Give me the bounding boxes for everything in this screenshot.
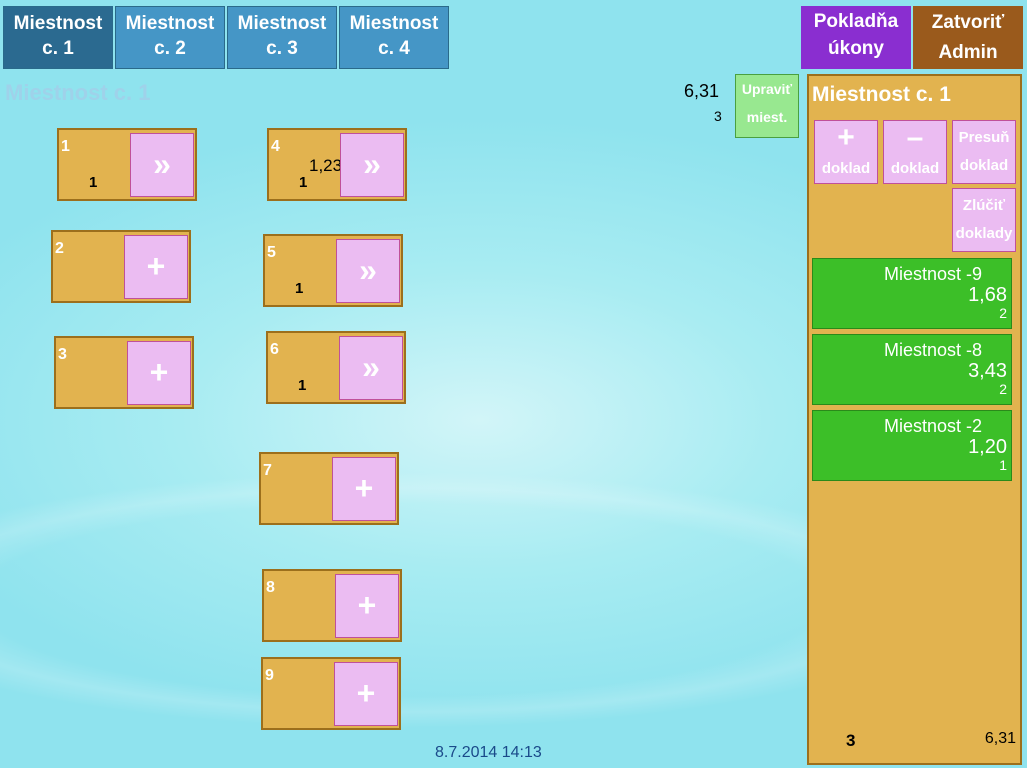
table-count: 1 (295, 280, 304, 297)
plus-icon: + (146, 248, 166, 284)
panel-title: Miestnost c. 1 (812, 83, 951, 106)
table-5[interactable]: 5 1 » (263, 234, 403, 307)
table-action-button[interactable]: » (339, 336, 403, 400)
button-label: Admin (938, 42, 998, 63)
table-number: 3 (58, 346, 67, 363)
table-count: 1 (298, 377, 307, 394)
tab-label: Miestnost (349, 13, 439, 34)
button-label: doklad (821, 160, 871, 177)
table-7[interactable]: 7 + (259, 452, 399, 525)
room-panel: Miestnost c. 1 + doklad – doklad Presuň dok… (807, 74, 1022, 765)
table-action-button[interactable]: + (335, 574, 399, 638)
table-action-button[interactable]: + (332, 457, 396, 521)
table-number: 4 (271, 138, 280, 155)
order-name: Miestnost -8 (883, 340, 982, 360)
open-icon: » (362, 349, 380, 385)
order-sum: 3,43 (968, 360, 1007, 382)
button-label: Pokladňa (813, 11, 899, 32)
order-item[interactable]: Miestnost -9 1,68 2 (812, 258, 1012, 329)
table-action-button[interactable]: » (130, 133, 194, 197)
table-number: 7 (263, 462, 272, 479)
tab-label: c. 2 (154, 38, 186, 59)
table-number: 5 (267, 244, 276, 261)
button-label: Zlúčiť (962, 197, 1006, 214)
open-icon: » (363, 146, 381, 182)
tab-room-3[interactable]: Miestnost c. 3 (227, 6, 337, 69)
table-action-button[interactable]: + (124, 235, 188, 299)
table-9[interactable]: 9 + (261, 657, 401, 730)
button-label: Presuň (958, 129, 1010, 146)
plus-icon: + (149, 354, 169, 390)
table-number: 2 (55, 240, 64, 257)
order-count: 2 (999, 305, 1007, 321)
tab-label: c. 1 (42, 38, 74, 59)
add-receipt-button[interactable]: + doklad (814, 120, 878, 184)
table-number: 1 (61, 138, 70, 155)
room-total: 6,31 (684, 81, 720, 101)
order-count: 1 (999, 457, 1007, 473)
table-4[interactable]: 4 1,23 1 » (267, 128, 407, 201)
close-admin-button[interactable]: Zatvoriť Admin (913, 6, 1023, 69)
button-label: doklad (890, 160, 940, 177)
button-label: Zatvoriť (931, 12, 1005, 33)
table-action-button[interactable]: + (127, 341, 191, 405)
table-action-button[interactable]: + (334, 662, 398, 726)
table-count: 1 (299, 174, 308, 191)
order-count: 2 (999, 381, 1007, 397)
button-label: miest. (746, 109, 788, 125)
order-item[interactable]: Miestnost -2 1,20 1 (812, 410, 1012, 481)
open-icon: » (359, 252, 377, 288)
plus-icon: + (354, 470, 374, 506)
order-sum: 1,20 (968, 436, 1007, 458)
move-receipt-button[interactable]: Presuň doklad (952, 120, 1016, 184)
button-label: úkony (828, 38, 884, 59)
edit-room-button[interactable]: Upraviť miest. (735, 74, 799, 138)
table-6[interactable]: 6 1 » (266, 331, 406, 404)
room-count: 3 (714, 108, 722, 124)
table-number: 8 (266, 579, 275, 596)
merge-receipts-button[interactable]: Zlúčiť doklady (952, 188, 1016, 252)
button-label: doklad (959, 157, 1009, 174)
table-1[interactable]: 1 1 » (57, 128, 197, 201)
button-label: doklady (955, 225, 1013, 242)
tab-label: c. 3 (266, 38, 298, 59)
cash-actions-button[interactable]: Pokladňa úkony (801, 6, 911, 69)
tab-label: c. 4 (378, 38, 410, 59)
table-count: 1 (89, 174, 98, 191)
table-number: 6 (270, 341, 279, 358)
tab-label: Miestnost (13, 13, 103, 34)
plus-icon: + (357, 587, 377, 623)
table-sum: 1,23 (309, 156, 343, 175)
tab-label: Miestnost (237, 13, 327, 34)
minus-icon: – (906, 121, 924, 154)
room-title: Miestnost c. 1 (5, 80, 151, 105)
order-name: Miestnost -9 (883, 264, 982, 284)
remove-receipt-button[interactable]: – doklad (883, 120, 947, 184)
footer-count: 3 (846, 731, 856, 750)
plus-icon: + (837, 121, 855, 154)
table-action-button[interactable]: » (340, 133, 404, 197)
open-icon: » (153, 146, 171, 182)
tab-label: Miestnost (125, 13, 215, 34)
datetime: 8.7.2014 14:13 (435, 744, 542, 761)
tab-room-1[interactable]: Miestnost c. 1 (3, 6, 113, 69)
order-sum: 1,68 (968, 284, 1007, 306)
table-8[interactable]: 8 + (262, 569, 402, 642)
order-item[interactable]: Miestnost -8 3,43 2 (812, 334, 1012, 405)
button-label: Upraviť (741, 81, 793, 97)
tab-room-2[interactable]: Miestnost c. 2 (115, 6, 225, 69)
table-3[interactable]: 3 + (54, 336, 194, 409)
table-number: 9 (265, 667, 274, 684)
table-2[interactable]: 2 + (51, 230, 191, 303)
table-action-button[interactable]: » (336, 239, 400, 303)
footer-total: 6,31 (984, 730, 1016, 747)
order-name: Miestnost -2 (883, 416, 982, 436)
plus-icon: + (356, 675, 376, 711)
tab-room-4[interactable]: Miestnost c. 4 (339, 6, 449, 69)
